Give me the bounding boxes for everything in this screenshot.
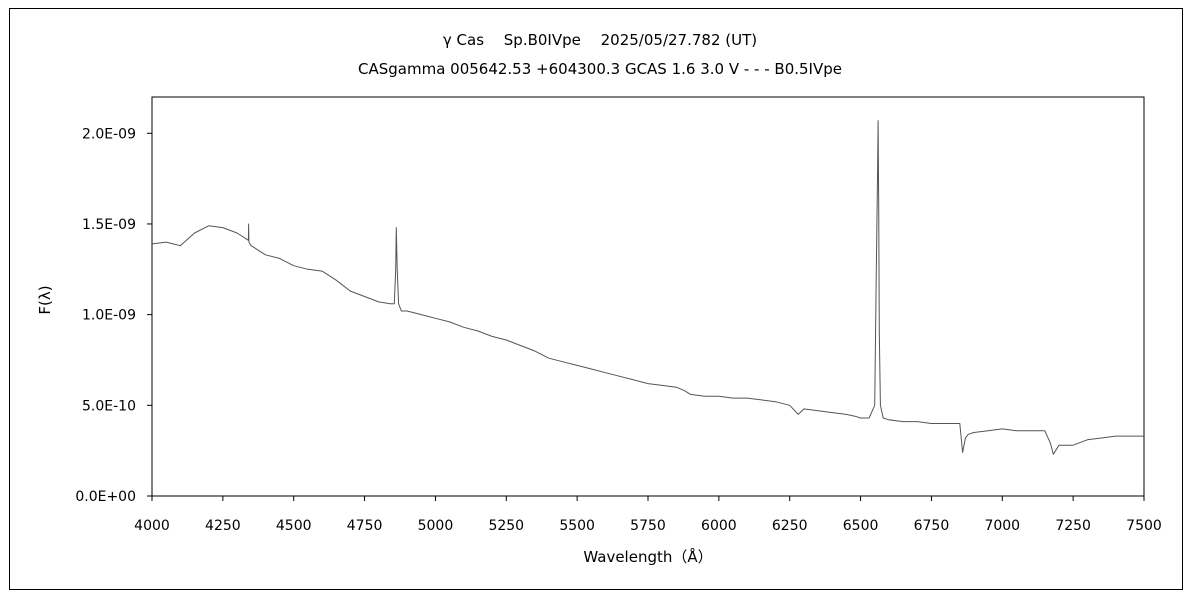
x-tick-label: 4250: [205, 518, 241, 534]
y-tick-label: 1.5E-09: [82, 217, 136, 233]
x-tick-label: 7250: [1055, 518, 1091, 534]
x-tick-label: 7000: [984, 518, 1020, 534]
x-tick-label: 6500: [843, 518, 879, 534]
x-tick-label: 4750: [347, 518, 383, 534]
y-tick-label: 5.0E-10: [82, 398, 136, 414]
x-axis-label: Wavelength（Å）: [583, 547, 712, 566]
x-tick-label: 5000: [418, 518, 454, 534]
y-tick-label: 1.0E-09: [82, 308, 136, 324]
x-tick-label: 5500: [559, 518, 595, 534]
x-tick-label: 5750: [630, 518, 666, 534]
x-tick-label: 4000: [134, 518, 170, 534]
y-axis-label: F(λ): [36, 285, 54, 314]
x-tick-label: 6250: [772, 518, 808, 534]
plot-area: [151, 96, 1145, 497]
spectrum-line: [151, 120, 1144, 455]
x-tick-label: 6000: [701, 518, 737, 534]
x-tick-label: 4500: [276, 518, 312, 534]
x-tick-label: 6750: [914, 518, 950, 534]
y-tick-label: 2.0E-09: [82, 126, 136, 142]
x-tick-label: 7500: [1126, 518, 1162, 534]
chart-frame: [9, 8, 1183, 590]
chart-title: γ Cas Sp.B0IVpe 2025/05/27.782 (UT): [442, 31, 758, 49]
x-tick-label: 5250: [488, 518, 524, 534]
chart-subtitle: CASgamma 005642.53 +604300.3 GCAS 1.6 3.…: [358, 60, 842, 78]
y-tick-label: 0.0E+00: [75, 489, 136, 505]
